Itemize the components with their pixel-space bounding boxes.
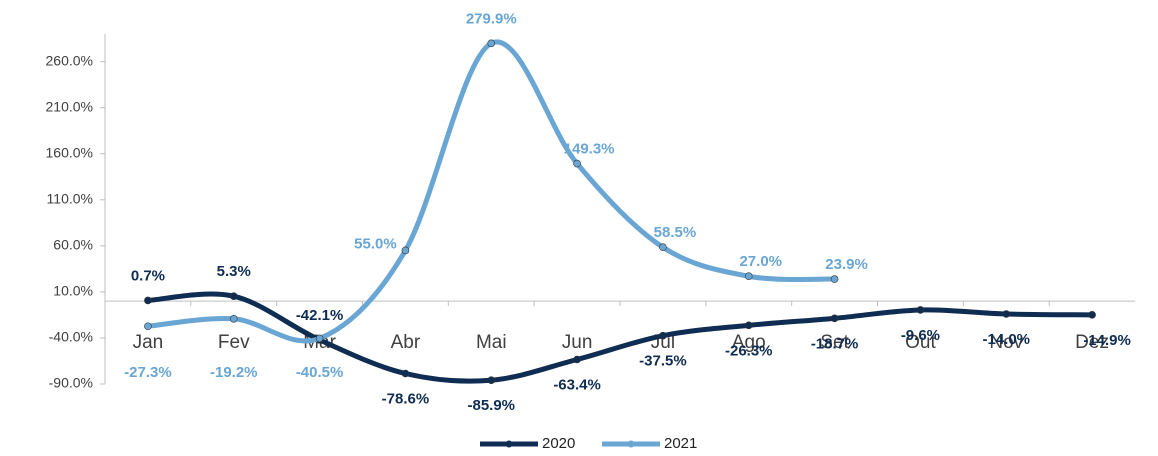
data-label: -85.9% (467, 397, 515, 414)
legend-label: 2021 (664, 435, 697, 452)
point (916, 306, 925, 314)
point (659, 243, 667, 252)
point (744, 272, 753, 281)
point (401, 369, 410, 378)
x-tick-label: Mai (476, 332, 507, 353)
x-tick-label: Nov (989, 332, 1023, 353)
x-tick-label: Jun (562, 332, 593, 353)
x-tick-label: Out (905, 332, 936, 353)
point (659, 331, 667, 340)
x-tick-label: Jan (133, 332, 164, 353)
point (487, 39, 496, 48)
y-tick-label: 10.0% (53, 283, 93, 299)
y-tick-label: 210.0% (46, 98, 93, 114)
y-tick-label: 60.0% (53, 237, 93, 253)
point (229, 292, 238, 301)
point (144, 322, 152, 331)
point (487, 376, 496, 385)
data-label: 5.3% (217, 263, 251, 280)
y-tick-label: 110.0% (47, 190, 93, 206)
data-label: 55.0% (354, 235, 397, 252)
legend-marker (505, 440, 513, 448)
data-label: -37.5% (639, 353, 687, 370)
data-label: -42.1% (296, 307, 344, 324)
data-label: -27.3% (124, 364, 172, 381)
y-tick-label: -90.0% (49, 375, 93, 391)
data-label: -14.9% (1083, 332, 1131, 349)
point (1002, 310, 1011, 318)
data-label: 149.3% (564, 141, 615, 158)
point (573, 355, 581, 364)
x-tick-label: Fev (218, 332, 250, 353)
y-tick-label: -40.0% (49, 329, 93, 345)
point (401, 246, 410, 255)
data-label: -9.6% (901, 327, 940, 344)
series-line (147, 39, 835, 344)
data-label: 58.5% (654, 224, 697, 241)
series-line (147, 291, 1093, 384)
x-tick-label: Dez (1075, 332, 1109, 353)
data-label: -63.4% (553, 376, 601, 393)
point (1088, 311, 1096, 319)
data-label: -78.6% (382, 390, 430, 407)
point (830, 275, 839, 283)
point (144, 296, 152, 305)
x-tick-label: Set (820, 332, 849, 353)
data-label: 23.9% (825, 256, 868, 273)
data-label: 0.7% (131, 267, 165, 284)
data-label: -19.2% (210, 364, 258, 381)
data-label: 27.0% (739, 253, 782, 270)
point (573, 159, 581, 168)
legend-marker (627, 440, 635, 448)
x-tick-label: Abr (391, 332, 421, 353)
x-tick-label: Ago (732, 332, 766, 353)
point (229, 314, 238, 323)
data-label: -26.3% (725, 342, 773, 359)
legend-label: 2020 (542, 435, 575, 452)
point (744, 321, 753, 330)
data-label: -40.5% (296, 364, 344, 381)
point (830, 314, 839, 323)
data-label: -18.7% (811, 335, 859, 352)
point (315, 334, 324, 343)
data-label: 279.9% (466, 10, 517, 27)
y-tick-label: 260.0% (46, 52, 93, 68)
data-label: -14.0% (982, 331, 1030, 348)
y-tick-label: 160.0% (46, 144, 93, 160)
